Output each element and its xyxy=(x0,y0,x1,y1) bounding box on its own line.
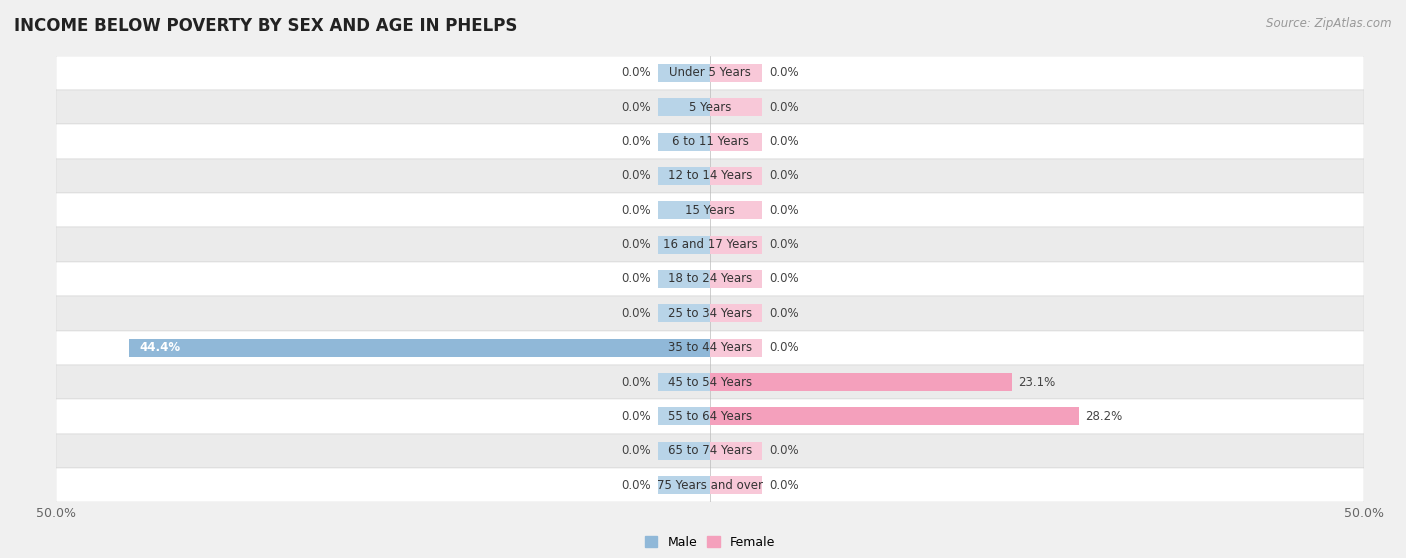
Text: 44.4%: 44.4% xyxy=(141,341,181,354)
Text: 0.0%: 0.0% xyxy=(769,307,799,320)
Bar xyxy=(658,64,710,82)
Bar xyxy=(710,98,762,116)
Bar xyxy=(56,90,1364,124)
Text: 0.0%: 0.0% xyxy=(621,135,651,148)
Text: 0.0%: 0.0% xyxy=(621,272,651,286)
Text: 0.0%: 0.0% xyxy=(769,204,799,217)
Text: 25 to 34 Years: 25 to 34 Years xyxy=(668,307,752,320)
Bar xyxy=(658,167,710,185)
Bar xyxy=(710,64,762,82)
Text: 0.0%: 0.0% xyxy=(769,170,799,182)
Bar xyxy=(56,124,1364,159)
Text: 75 Years and over: 75 Years and over xyxy=(657,479,763,492)
Text: 28.2%: 28.2% xyxy=(1085,410,1122,423)
Text: 0.0%: 0.0% xyxy=(621,376,651,388)
Bar xyxy=(56,330,1364,365)
Bar xyxy=(658,133,710,151)
Bar xyxy=(710,339,762,357)
Text: Source: ZipAtlas.com: Source: ZipAtlas.com xyxy=(1267,17,1392,30)
Bar xyxy=(56,468,1364,502)
Bar xyxy=(56,262,1364,296)
Legend: Male, Female: Male, Female xyxy=(640,531,780,554)
Bar xyxy=(710,167,762,185)
Text: 0.0%: 0.0% xyxy=(769,272,799,286)
Text: 16 and 17 Years: 16 and 17 Years xyxy=(662,238,758,251)
Text: 55 to 64 Years: 55 to 64 Years xyxy=(668,410,752,423)
Text: 0.0%: 0.0% xyxy=(621,204,651,217)
Text: 45 to 54 Years: 45 to 54 Years xyxy=(668,376,752,388)
Text: 15 Years: 15 Years xyxy=(685,204,735,217)
Text: Under 5 Years: Under 5 Years xyxy=(669,66,751,79)
Text: 12 to 14 Years: 12 to 14 Years xyxy=(668,170,752,182)
Text: 6 to 11 Years: 6 to 11 Years xyxy=(672,135,748,148)
Bar xyxy=(710,270,762,288)
Bar xyxy=(56,56,1364,90)
Bar xyxy=(658,305,710,323)
Bar xyxy=(710,305,762,323)
Bar xyxy=(56,193,1364,228)
Text: 0.0%: 0.0% xyxy=(621,101,651,114)
Bar xyxy=(56,434,1364,468)
Text: 18 to 24 Years: 18 to 24 Years xyxy=(668,272,752,286)
Bar xyxy=(56,296,1364,330)
Text: INCOME BELOW POVERTY BY SEX AND AGE IN PHELPS: INCOME BELOW POVERTY BY SEX AND AGE IN P… xyxy=(14,17,517,35)
Text: 0.0%: 0.0% xyxy=(769,479,799,492)
Bar xyxy=(710,201,762,219)
Bar xyxy=(658,476,710,494)
Text: 0.0%: 0.0% xyxy=(621,66,651,79)
Text: 0.0%: 0.0% xyxy=(621,307,651,320)
Bar xyxy=(710,133,762,151)
Text: 0.0%: 0.0% xyxy=(769,101,799,114)
Text: 0.0%: 0.0% xyxy=(769,238,799,251)
Bar xyxy=(658,442,710,460)
Text: 0.0%: 0.0% xyxy=(769,341,799,354)
Bar xyxy=(710,373,1012,391)
Text: 0.0%: 0.0% xyxy=(621,479,651,492)
Text: 0.0%: 0.0% xyxy=(621,170,651,182)
Text: 0.0%: 0.0% xyxy=(769,444,799,457)
Bar xyxy=(658,235,710,253)
Bar xyxy=(129,339,710,357)
Bar xyxy=(710,476,762,494)
Bar xyxy=(710,235,762,253)
Bar xyxy=(658,98,710,116)
Text: 0.0%: 0.0% xyxy=(621,444,651,457)
Text: 0.0%: 0.0% xyxy=(769,135,799,148)
Text: 0.0%: 0.0% xyxy=(769,66,799,79)
Bar xyxy=(56,159,1364,193)
Bar xyxy=(658,373,710,391)
Bar xyxy=(658,270,710,288)
Bar xyxy=(56,228,1364,262)
Bar xyxy=(658,407,710,425)
Text: 0.0%: 0.0% xyxy=(621,238,651,251)
Text: 35 to 44 Years: 35 to 44 Years xyxy=(668,341,752,354)
Bar xyxy=(710,442,762,460)
Text: 65 to 74 Years: 65 to 74 Years xyxy=(668,444,752,457)
Bar xyxy=(56,399,1364,434)
Text: 0.0%: 0.0% xyxy=(621,410,651,423)
Bar xyxy=(710,407,1078,425)
Text: 5 Years: 5 Years xyxy=(689,101,731,114)
Bar xyxy=(56,365,1364,399)
Text: 23.1%: 23.1% xyxy=(1018,376,1056,388)
Bar xyxy=(658,201,710,219)
